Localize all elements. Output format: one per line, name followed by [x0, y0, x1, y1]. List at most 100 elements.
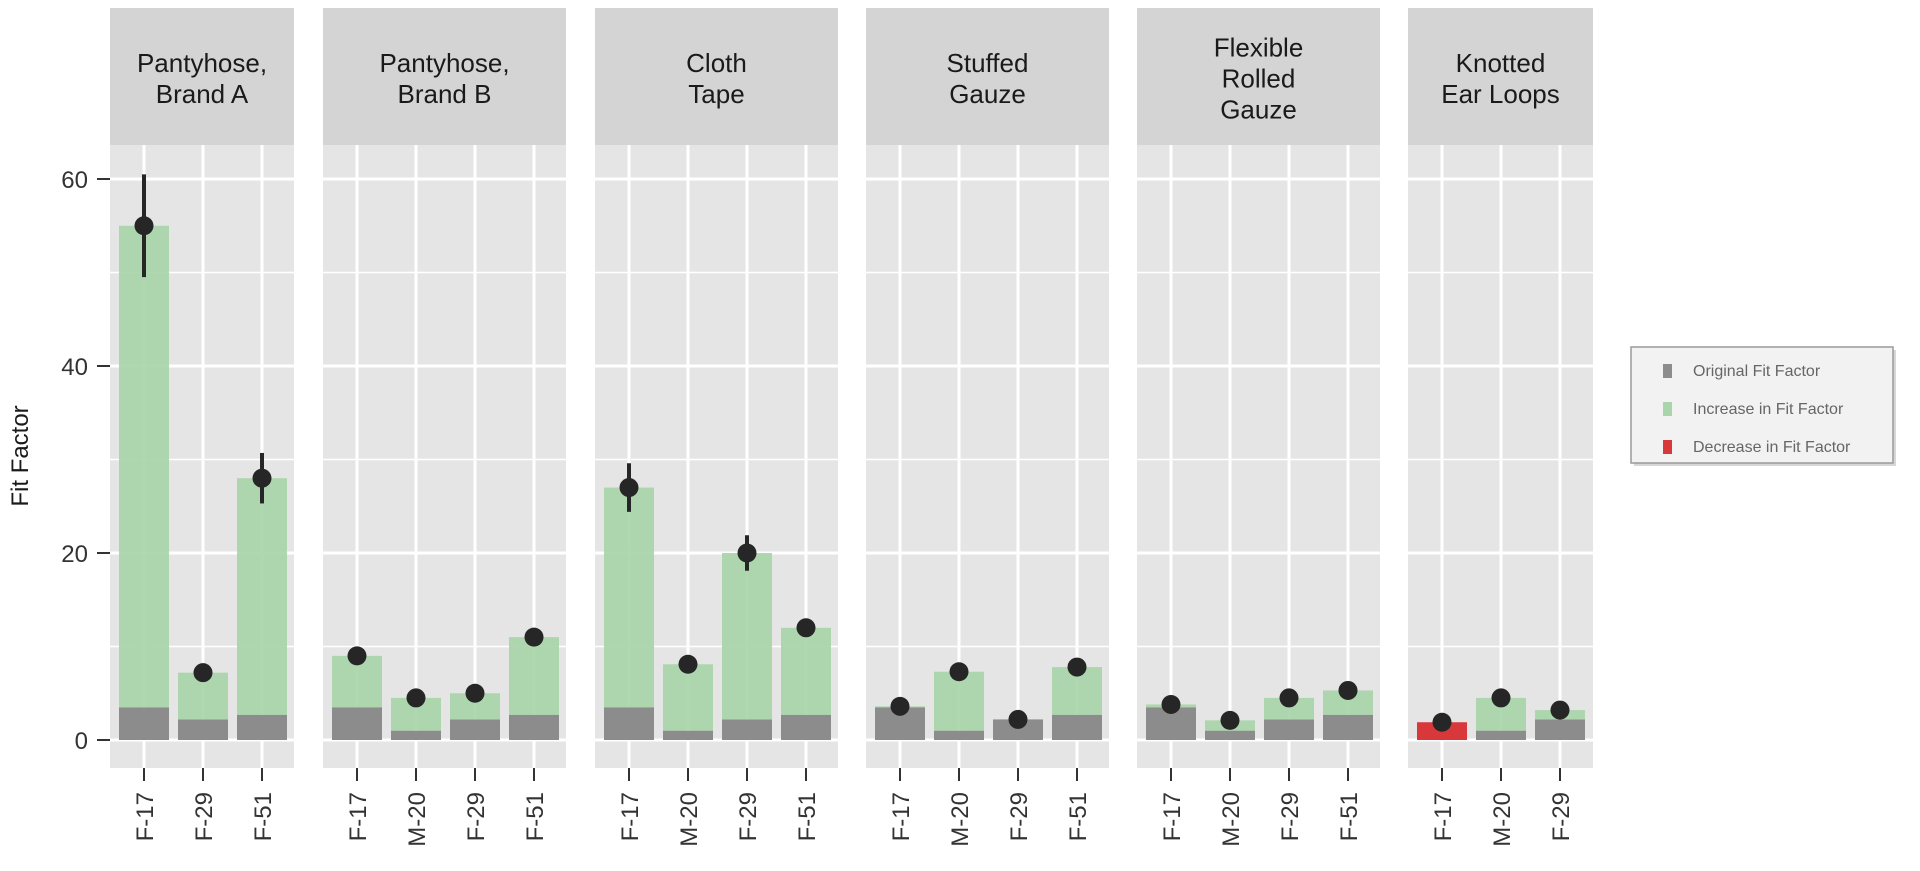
- bar-original: [663, 730, 713, 740]
- bar-original: [1535, 719, 1585, 740]
- legend-swatch: [1663, 440, 1672, 454]
- facet-panel: Pantyhose,Brand B F-17 M-20 F-29 F-51: [323, 8, 566, 847]
- data-point: [1220, 710, 1240, 730]
- bar-original: [781, 714, 831, 740]
- legend: Original Fit Factor Increase in Fit Facto…: [1630, 346, 1896, 466]
- data-point: [1008, 709, 1028, 729]
- facet-title: Rolled: [1222, 64, 1296, 94]
- facet-panel: Pantyhose,Brand A F-17 F-29 F-51: [110, 8, 294, 841]
- x-tick-label: F-29: [191, 792, 218, 841]
- x-tick-label: M-20: [1489, 792, 1516, 847]
- x-tick-label: F-29: [1277, 792, 1304, 841]
- x-tick-label: M-20: [1218, 792, 1245, 847]
- data-point: [465, 683, 485, 703]
- x-tick-label: F-17: [345, 792, 372, 841]
- data-point: [406, 688, 426, 708]
- facet-title: Brand B: [398, 79, 492, 109]
- bar-original: [178, 719, 228, 740]
- x-tick-label: F-17: [132, 792, 159, 841]
- x-tick-label: M-20: [404, 792, 431, 847]
- bar-original: [1205, 730, 1255, 740]
- bar-original: [993, 719, 1043, 740]
- x-tick-label: F-51: [250, 792, 277, 841]
- facet-strip: [595, 8, 838, 145]
- bar-original: [450, 719, 500, 740]
- x-tick-label: F-29: [735, 792, 762, 841]
- data-point: [1279, 688, 1299, 708]
- y-axis-title: Fit Factor: [7, 405, 34, 506]
- x-tick-label: F-29: [1006, 792, 1033, 841]
- bar-increase: [119, 225, 169, 708]
- legend-box: [1630, 346, 1894, 464]
- data-point: [1338, 680, 1358, 700]
- bar-original: [332, 707, 382, 740]
- panel-background: [1137, 145, 1380, 768]
- legend-swatch: [1663, 402, 1672, 416]
- data-point: [1161, 694, 1181, 714]
- facet-strip: [110, 8, 294, 145]
- bar-original: [1052, 714, 1102, 740]
- x-tick-label: F-17: [1159, 792, 1186, 841]
- legend-label: Decrease in Fit Factor: [1693, 439, 1851, 456]
- bar-increase: [1264, 697, 1314, 720]
- facet-strip: [323, 8, 566, 145]
- legend-label: Increase in Fit Factor: [1693, 401, 1844, 418]
- data-point: [524, 627, 544, 647]
- bar-original: [934, 730, 984, 740]
- facet-strip: [866, 8, 1109, 145]
- x-tick-label: F-29: [463, 792, 490, 841]
- facet-title: Brand A: [156, 79, 249, 109]
- data-point: [1432, 712, 1452, 732]
- facet-title: Pantyhose,: [137, 48, 267, 78]
- y-tick-label: 20: [61, 541, 88, 568]
- bar-original: [1476, 730, 1526, 740]
- data-point: [1550, 700, 1570, 720]
- facet-title: Ear Loops: [1441, 79, 1560, 109]
- x-tick-label: F-29: [1548, 792, 1575, 841]
- y-tick-label: 40: [61, 354, 88, 381]
- data-point: [193, 663, 213, 683]
- facet-title: Gauze: [1220, 95, 1297, 125]
- facet-title: Cloth: [686, 48, 747, 78]
- data-point: [1491, 688, 1511, 708]
- facet-title: Stuffed: [947, 48, 1029, 78]
- x-tick-label: F-17: [1430, 792, 1457, 841]
- facet-title: Tape: [688, 79, 744, 109]
- bar-original: [237, 714, 287, 740]
- data-point: [796, 618, 816, 638]
- legend-swatch: [1663, 364, 1672, 378]
- data-point: [252, 468, 272, 488]
- bar-original: [1264, 719, 1314, 740]
- bar-original: [1323, 714, 1373, 740]
- x-tick-label: F-51: [1065, 792, 1092, 841]
- bar-increase: [604, 487, 654, 708]
- y-tick-label: 60: [61, 167, 88, 194]
- facet-title: Pantyhose,: [379, 48, 509, 78]
- facet-strip: [1137, 8, 1380, 145]
- x-tick-label: F-17: [888, 792, 915, 841]
- bar-increase: [509, 637, 559, 715]
- data-point: [949, 662, 969, 682]
- bar-original: [509, 714, 559, 740]
- facet-title: Knotted: [1456, 48, 1546, 78]
- x-tick-label: F-17: [617, 792, 644, 841]
- data-point: [678, 654, 698, 674]
- data-point: [619, 478, 639, 498]
- data-point: [347, 646, 367, 666]
- legend-label: Original Fit Factor: [1693, 363, 1821, 380]
- bar-increase: [722, 553, 772, 720]
- facet-title: Flexible: [1214, 33, 1304, 63]
- x-tick-label: F-51: [1336, 792, 1363, 841]
- facet-title: Gauze: [949, 79, 1026, 109]
- bar-original: [722, 719, 772, 740]
- data-point: [737, 543, 757, 563]
- bar-original: [604, 707, 654, 740]
- bar-increase: [934, 671, 984, 731]
- x-tick-label: M-20: [947, 792, 974, 847]
- facet-strip: [1408, 8, 1593, 145]
